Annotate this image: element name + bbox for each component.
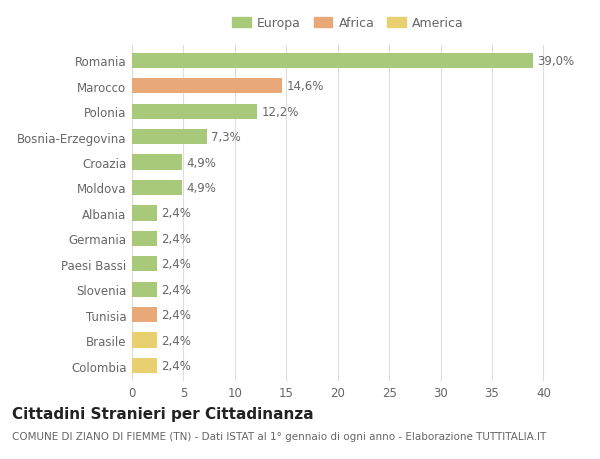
Bar	[132, 308, 157, 323]
Text: 4,9%: 4,9%	[187, 182, 217, 195]
Bar	[132, 231, 157, 246]
Bar	[132, 129, 207, 145]
Text: 2,4%: 2,4%	[161, 207, 191, 220]
Bar	[132, 333, 157, 348]
Text: 39,0%: 39,0%	[537, 55, 574, 67]
Text: 2,4%: 2,4%	[161, 308, 191, 321]
Text: 7,3%: 7,3%	[211, 131, 241, 144]
Bar	[132, 155, 182, 170]
Text: 2,4%: 2,4%	[161, 359, 191, 372]
Bar	[132, 206, 157, 221]
Text: 2,4%: 2,4%	[161, 283, 191, 296]
Text: 4,9%: 4,9%	[187, 156, 217, 169]
Legend: Europa, Africa, America: Europa, Africa, America	[229, 14, 467, 34]
Text: Cittadini Stranieri per Cittadinanza: Cittadini Stranieri per Cittadinanza	[12, 406, 314, 421]
Text: 2,4%: 2,4%	[161, 334, 191, 347]
Text: 2,4%: 2,4%	[161, 232, 191, 245]
Text: 2,4%: 2,4%	[161, 257, 191, 271]
Text: 14,6%: 14,6%	[286, 80, 323, 93]
Text: 12,2%: 12,2%	[262, 106, 299, 118]
Bar	[132, 104, 257, 119]
Bar	[132, 180, 182, 196]
Bar	[132, 79, 282, 94]
Text: COMUNE DI ZIANO DI FIEMME (TN) - Dati ISTAT al 1° gennaio di ogni anno - Elabora: COMUNE DI ZIANO DI FIEMME (TN) - Dati IS…	[12, 431, 546, 442]
Bar	[132, 54, 533, 69]
Bar	[132, 358, 157, 373]
Bar	[132, 282, 157, 297]
Bar	[132, 257, 157, 272]
